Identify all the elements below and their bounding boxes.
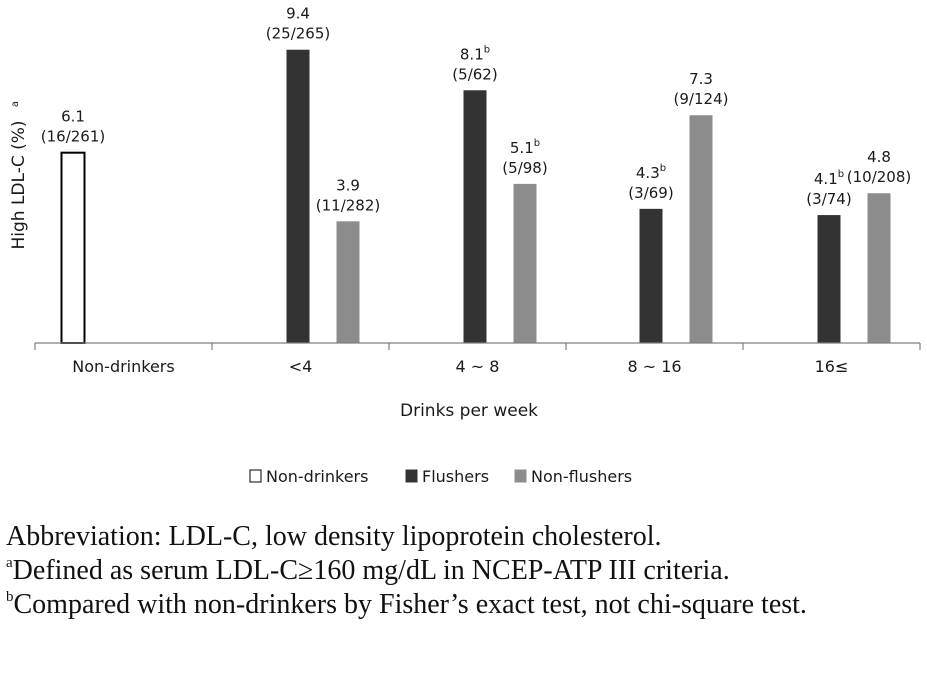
- value-label-non-drinkers-non-drinkers: 6.1: [61, 108, 85, 126]
- count-label-flushers-4: (25/265): [266, 25, 330, 43]
- abbreviation-text: Abbreviation: LDL-C, low density lipopro…: [6, 521, 662, 552]
- x-tick-label-8-16: 8 ~ 16: [627, 357, 681, 376]
- x-axis-label: Drinks per week: [400, 401, 538, 421]
- count-label-non-drinkers-non-drinkers: (16/261): [41, 128, 105, 146]
- bar-flushers-4-8: [463, 90, 487, 343]
- y-axis-label: High LDL-C (%): [9, 120, 29, 249]
- footnote-a-mark: a: [6, 555, 13, 571]
- footnote-a: aDefined as serum LDL-C≥160 mg/dL in NCE…: [6, 554, 922, 588]
- count-label-non-flushers-16: (10/208): [847, 168, 911, 186]
- x-axis: Non-drinkers <4 4 ~ 8 8 ~ 16 16≤: [34, 342, 921, 376]
- count-label-non-flushers-8-16: (9/124): [674, 90, 729, 108]
- bar-flushers-16: [817, 215, 841, 343]
- x-tick-label-4: <4: [289, 357, 313, 376]
- value-label-flushers-16: 4.1b: [814, 169, 844, 188]
- bar-non-flushers-4-8: [513, 183, 537, 343]
- legend-label-non-flushers: Non-flushers: [531, 467, 632, 486]
- footnote-b-mark: b: [6, 589, 14, 605]
- sup-label-flushers-16: b: [838, 169, 844, 180]
- bar-flushers-8-16: [639, 208, 663, 343]
- sup-label-flushers-4-8: b: [484, 44, 490, 55]
- value-label-flushers-4: 9.4: [286, 5, 310, 23]
- count-label-non-flushers-4: (11/282): [316, 196, 380, 214]
- bar-non-drinkers-non-drinkers: [60, 151, 86, 344]
- y-axis-label-footnote: a: [10, 101, 21, 107]
- value-label-non-flushers-4-8: 5.1b: [510, 138, 540, 157]
- value-label-non-flushers-8-16: 7.3: [689, 70, 713, 88]
- footnote-a-text: Defined as serum LDL-C≥160 mg/dL in NCEP…: [12, 555, 730, 586]
- value-label-non-flushers-4: 3.9: [336, 176, 360, 194]
- count-label-flushers-16: (3/74): [806, 190, 851, 208]
- bars-layer: [60, 49, 891, 344]
- count-label-non-flushers-4-8: (5/98): [502, 159, 547, 177]
- legend-label-non-drinkers: Non-drinkers: [266, 467, 368, 486]
- count-label-flushers-8-16: (3/69): [628, 184, 673, 202]
- legend-swatch-non-flushers: [514, 469, 527, 483]
- x-tick-label-16: 16≤: [815, 357, 849, 376]
- footnote-b-text: Compared with non-drinkers by Fisher’s e…: [13, 589, 807, 620]
- abbreviation-note: Abbreviation: LDL-C, low density lipopro…: [6, 520, 922, 554]
- legend-swatch-non-drinkers: [249, 469, 262, 483]
- legend-label-flushers: Flushers: [422, 467, 489, 486]
- data-labels-layer: 6.1 (16/261) 9.4 (25/265) 8.1b (5/62) 4.3b (3/6…: [41, 5, 911, 215]
- legend: Non-drinkers Flushers Non-flushers: [249, 467, 632, 486]
- bar-flushers-4: [286, 49, 310, 343]
- count-label-flushers-4-8: (5/62): [452, 65, 497, 83]
- value-label-non-flushers-16: 4.8: [867, 148, 891, 166]
- footnotes: Abbreviation: LDL-C, low density lipopro…: [6, 520, 922, 622]
- bar-non-flushers-16: [867, 193, 891, 343]
- x-tick-label-4-8: 4 ~ 8: [456, 357, 500, 376]
- x-tick-label-non-drinkers: Non-drinkers: [72, 357, 174, 376]
- footnote-b: bCompared with non-drinkers by Fisher’s …: [6, 588, 922, 622]
- bar-non-flushers-8-16: [689, 115, 713, 344]
- sup-label-non-flushers-4-8: b: [534, 138, 540, 149]
- value-label-flushers-4-8: 8.1b: [460, 44, 490, 63]
- sup-label-flushers-8-16: b: [660, 163, 666, 174]
- legend-swatch-flushers: [405, 469, 418, 483]
- bar-chart: 6.1 (16/261) 9.4 (25/265) 8.1b (5/62) 4.3b (3/6…: [9, 5, 921, 486]
- bar-non-flushers-4: [336, 221, 360, 343]
- value-label-flushers-8-16: 4.3b: [636, 163, 666, 182]
